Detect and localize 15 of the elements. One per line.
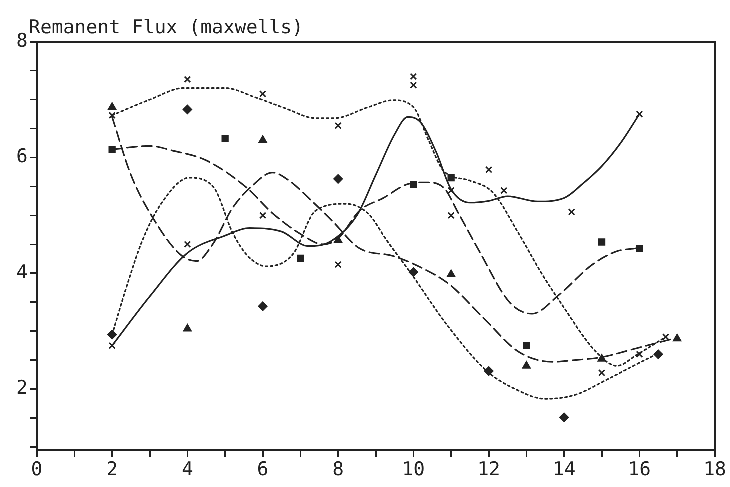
y-tick-label: 4 [16, 261, 28, 284]
x-tick-label: 10 [402, 458, 426, 480]
y-axis-title: Remanent Flux (maxwells) [29, 16, 304, 38]
x-tick-label: 2 [106, 458, 118, 480]
x-tick-label: 8 [332, 458, 344, 480]
x-tick-label: 16 [628, 458, 652, 480]
y-tick-label: 6 [16, 146, 28, 168]
y-tick-label: 2 [16, 377, 28, 400]
x-tick-label: 12 [478, 458, 500, 480]
x-tick-label: 18 [704, 458, 726, 480]
x-tick-label: 0 [31, 458, 43, 480]
x-tick-label: 14 [552, 458, 576, 480]
y-tick-label: 8 [16, 30, 28, 52]
x-tick-label: 4 [182, 458, 194, 480]
x-tick-label: 6 [257, 458, 269, 480]
